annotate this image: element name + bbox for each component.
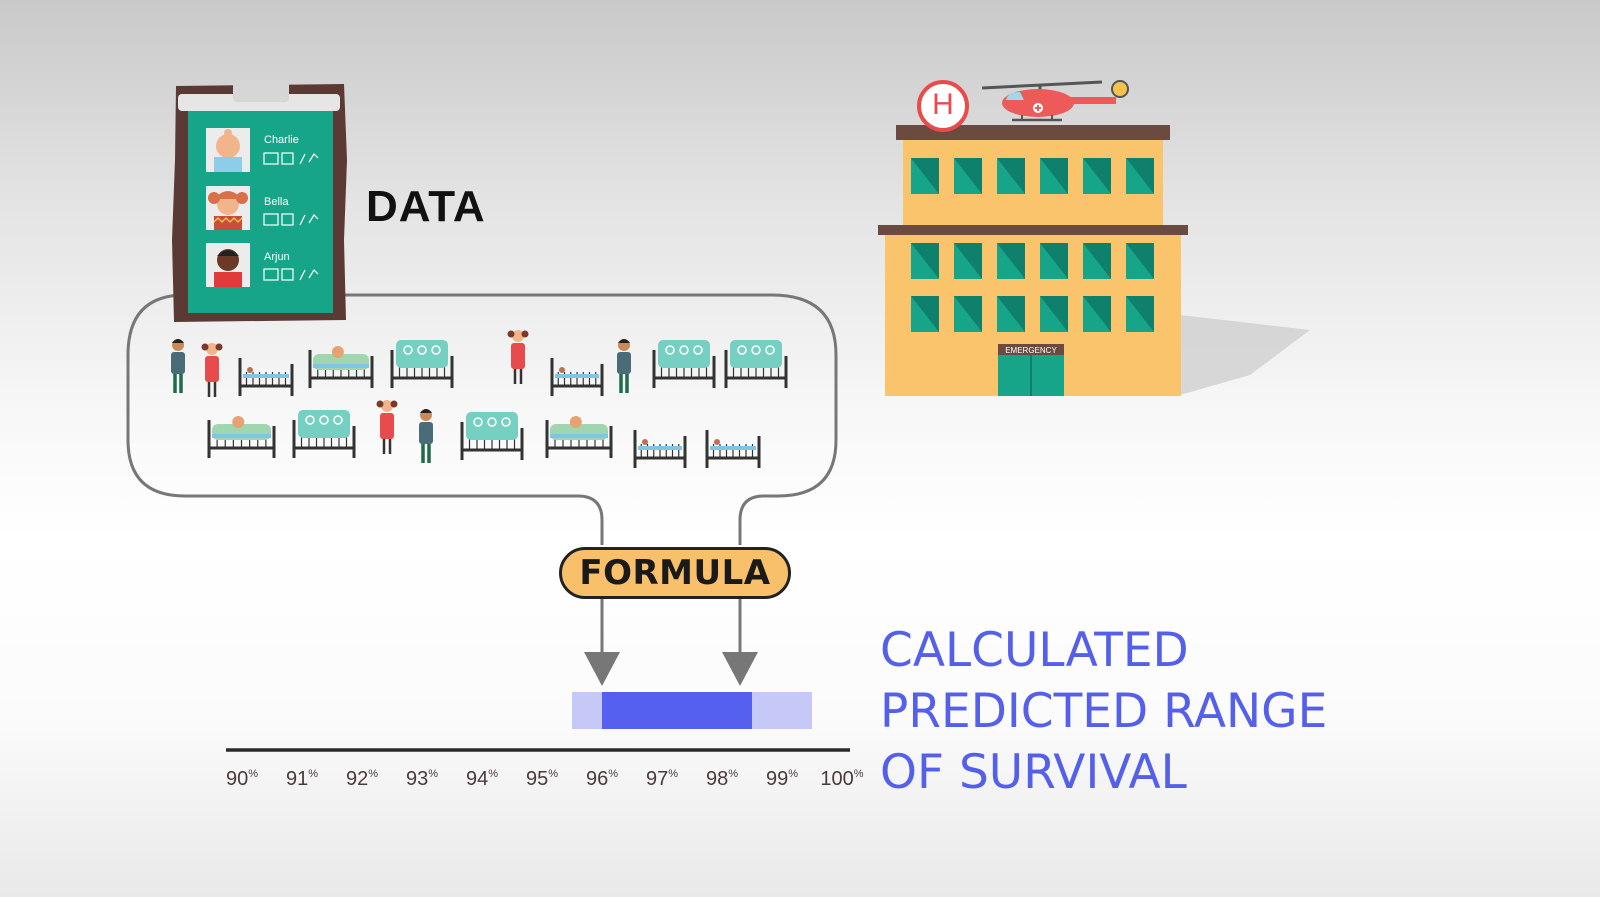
window-icon (1083, 243, 1111, 279)
patient-record-icons (263, 152, 319, 281)
hospital-building-icon (878, 125, 1310, 396)
tick-label-92: 92% (345, 768, 379, 790)
window-icon (997, 296, 1025, 332)
patients-and-beds (171, 330, 788, 468)
result-caption: CALCULATED PREDICTED RANGE OF SURVIVAL (880, 620, 1327, 803)
person-icon (171, 339, 185, 393)
data-bubble-outline (126, 293, 838, 545)
tick-label-98: 98% (705, 768, 739, 790)
hospital-bed-icon (292, 410, 356, 458)
hospital-bed-icon (207, 416, 276, 458)
emergency-sign: EMERGENCY (1005, 346, 1057, 355)
tick-label-100: 100% (820, 768, 864, 790)
formula-label: FORMULA (579, 553, 771, 593)
helicopter-icon (981, 80, 1129, 122)
window-icon (1126, 158, 1154, 194)
survival-range-bar (572, 692, 812, 729)
hospital-bed-icon (308, 346, 374, 388)
window-icon (911, 158, 939, 194)
data-label: DATA (366, 182, 486, 231)
window-icon (1083, 158, 1111, 194)
hospital-bed-icon (550, 358, 604, 396)
helipad-icon (917, 80, 969, 132)
window-icon (1126, 243, 1154, 279)
window-icon (954, 243, 982, 279)
person-icon (419, 409, 433, 463)
hospital-bed-icon (705, 430, 761, 468)
window-icon (1040, 243, 1068, 279)
tick-label-96: 96% (585, 768, 619, 790)
window-icon (954, 296, 982, 332)
patient-name-charlie: Charlie (264, 134, 299, 146)
window-icon (1083, 296, 1111, 332)
hospital-bed-icon (545, 416, 613, 458)
tick-label-93: 93% (405, 768, 439, 790)
range-core (602, 692, 752, 729)
hospital-bed-icon (724, 340, 788, 388)
girl-avatar-icon (206, 186, 250, 230)
building-windows (911, 158, 1154, 332)
hospital-bed-icon (460, 412, 524, 460)
person-icon (617, 339, 631, 393)
tick-label-94: 94% (465, 768, 499, 790)
window-icon (911, 296, 939, 332)
hospital-bed-icon (390, 340, 454, 388)
patient-name-arjun: Arjun (264, 251, 290, 263)
window-icon (997, 243, 1025, 279)
result-line-1: CALCULATED (880, 623, 1189, 678)
hospital-bed-icon (652, 340, 716, 388)
clipboard-icon (172, 80, 347, 322)
result-line-2: PREDICTED RANGE (880, 684, 1328, 739)
baby-avatar-icon (206, 128, 250, 172)
tick-label-91: 91% (285, 768, 319, 790)
window-icon (1040, 296, 1068, 332)
window-icon (911, 243, 939, 279)
person-icon (201, 343, 223, 397)
hospital-bed-icon (633, 430, 687, 468)
window-icon (954, 158, 982, 194)
result-line-3: OF SURVIVAL (880, 745, 1187, 800)
patient-name-bella: Bella (264, 196, 289, 208)
left-arrow-head (584, 652, 620, 686)
formula-box: FORMULA (559, 547, 791, 599)
tick-label-97: 97% (645, 768, 679, 790)
boy-avatar-icon (206, 243, 250, 287)
person-icon (376, 400, 398, 454)
window-icon (997, 158, 1025, 194)
person-icon (507, 330, 529, 384)
right-arrow-head (722, 652, 758, 686)
tick-label-99: 99% (765, 768, 799, 790)
tick-label-95: 95% (525, 768, 559, 790)
helipad-letter: H (932, 88, 954, 121)
hospital-bed-icon (238, 358, 294, 396)
window-icon (1040, 158, 1068, 194)
window-icon (1126, 296, 1154, 332)
tick-label-90: 90% (225, 768, 259, 790)
